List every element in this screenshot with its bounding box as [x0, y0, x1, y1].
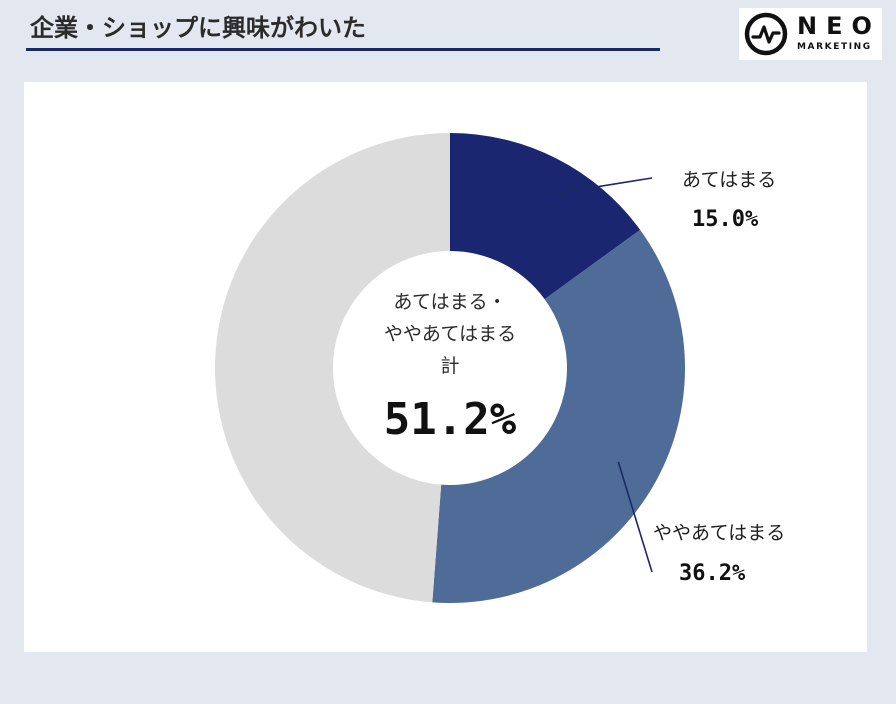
donut-slice [215, 133, 450, 603]
logo-subtitle: MARKETING [797, 42, 872, 52]
title-underline [26, 48, 660, 51]
slice-value-label: 36.2% [679, 561, 746, 586]
logo-icon [744, 12, 788, 56]
slice-value-label: 15.0% [692, 207, 759, 232]
donut-slice [450, 133, 641, 300]
leader-line [537, 177, 653, 198]
donut-slice [432, 229, 685, 603]
center-label-line-3: 計 [440, 355, 459, 377]
page-title: 企業・ショップに興味がわいた [30, 14, 366, 42]
center-label-line-1: あてはまる・ [393, 291, 506, 313]
chart-panel: あてはまる 15.0% ややあてはまる 36.2% あてはまる・ ややあてはまる 計 … [24, 82, 867, 652]
center-label-line-2: ややあてはまる [384, 323, 516, 345]
slice-category-label: あてはまる [682, 169, 776, 191]
center-total-value: 51.2% [384, 394, 517, 445]
leader-line [617, 461, 653, 573]
slice-category-label: ややあてはまる [653, 522, 785, 544]
logo-wordmark: NEO [797, 12, 881, 40]
neo-marketing-logo: NEO MARKETING [739, 8, 882, 60]
